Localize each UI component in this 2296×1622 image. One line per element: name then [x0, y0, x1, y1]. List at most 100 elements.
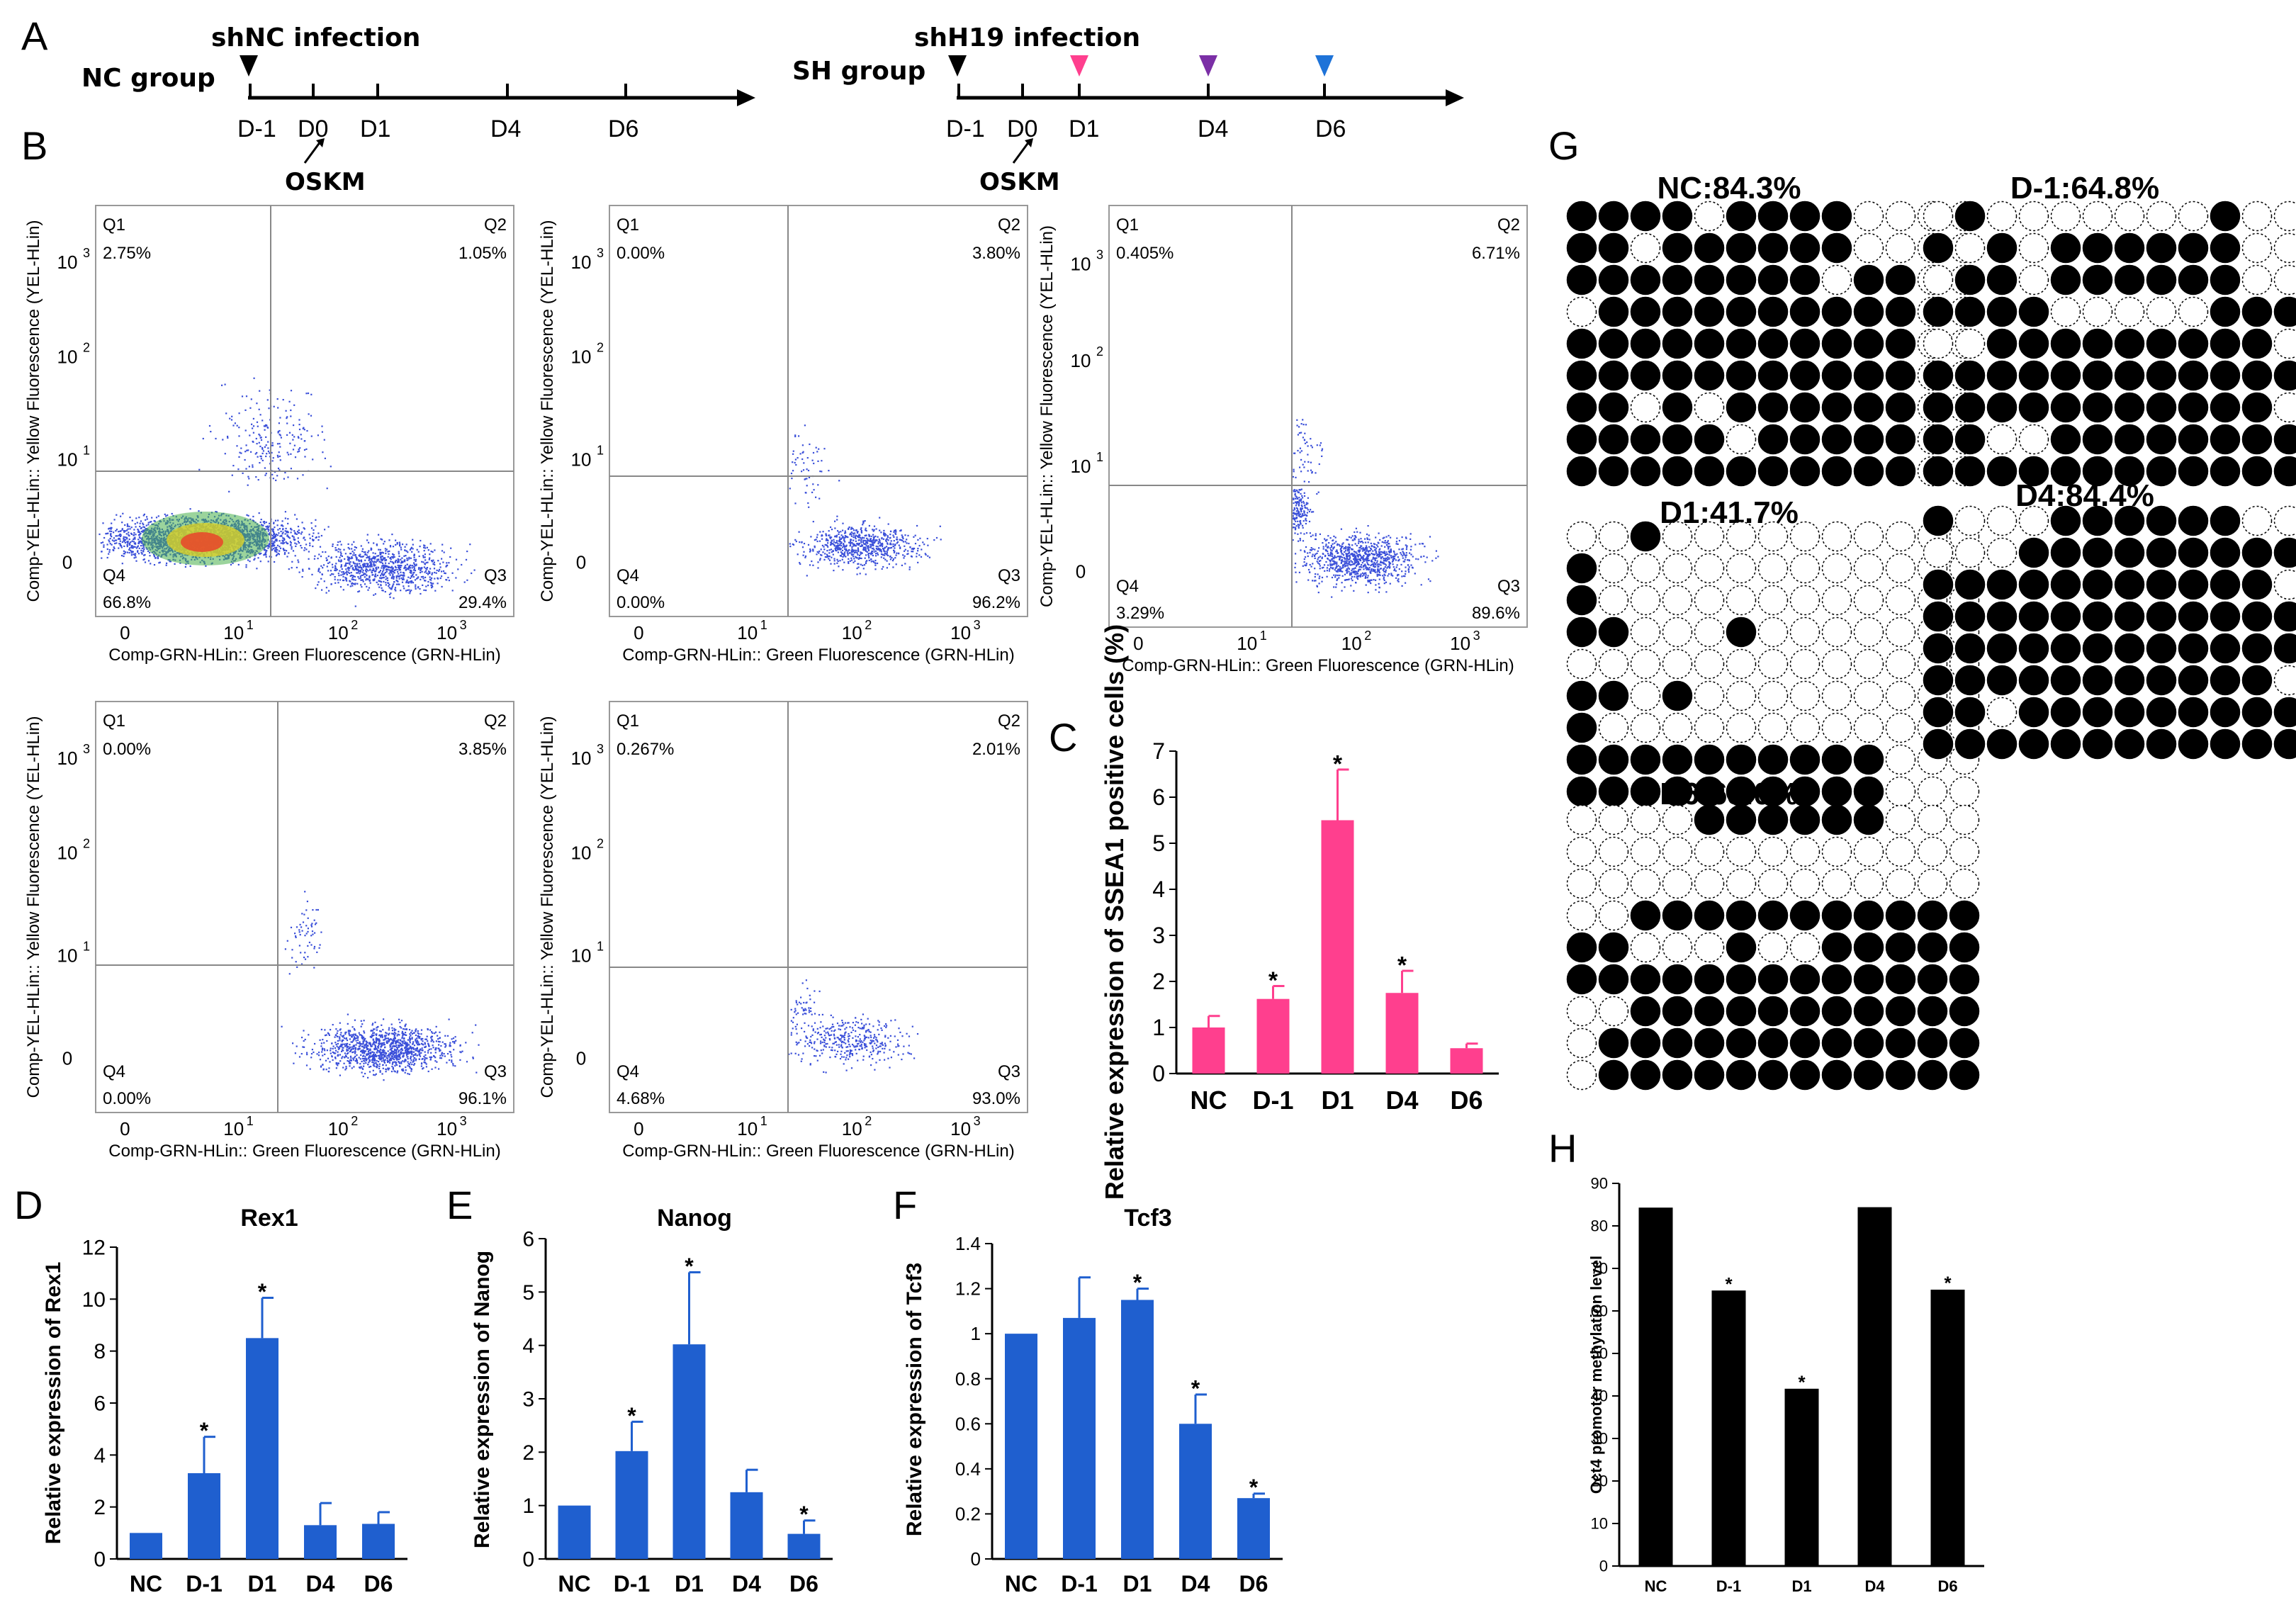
- event-dot: [126, 551, 128, 553]
- event-dot: [429, 572, 431, 574]
- event-dot: [387, 579, 389, 582]
- event-dot: [1357, 570, 1359, 573]
- event-dot: [817, 460, 819, 462]
- event-dot: [840, 534, 843, 536]
- event-dot: [365, 579, 367, 581]
- event-dot: [916, 524, 918, 527]
- event-dot: [345, 578, 347, 580]
- event-dot: [864, 543, 866, 545]
- event-dot: [1406, 546, 1408, 548]
- event-dot: [811, 459, 814, 461]
- x-tick-label: 10: [737, 622, 758, 643]
- event-dot: [120, 545, 123, 547]
- event-dot: [305, 544, 308, 546]
- event-dot: [1421, 543, 1423, 545]
- event-dot: [228, 490, 230, 492]
- event-dot: [904, 541, 906, 543]
- event-dot: [345, 578, 347, 580]
- event-dot: [385, 559, 388, 561]
- event-dot: [273, 522, 275, 524]
- flow-x-axis-label: Comp-GRN-HLin:: Green Fluorescence (GRN-…: [108, 646, 500, 665]
- event-dot: [364, 563, 366, 565]
- event-dot: [833, 539, 835, 541]
- event-dot: [428, 558, 430, 561]
- event-dot: [838, 536, 840, 539]
- event-dot: [296, 531, 299, 533]
- event-dot: [836, 515, 838, 517]
- event-dot: [129, 547, 131, 549]
- event-dot: [258, 552, 260, 554]
- event-dot: [385, 582, 387, 584]
- event-dot: [390, 558, 392, 561]
- event-dot: [435, 572, 437, 574]
- event-dot: [155, 517, 158, 519]
- event-dot: [282, 525, 284, 527]
- quadrant-q4-label: Q4: [103, 566, 125, 585]
- event-dot: [264, 425, 266, 427]
- event-dot: [816, 451, 818, 453]
- event-dot: [867, 545, 870, 547]
- event-dot: [835, 546, 837, 548]
- event-dot: [280, 542, 282, 544]
- event-dot: [421, 570, 423, 573]
- event-dot: [317, 581, 320, 583]
- event-dot: [362, 556, 364, 558]
- event-dot: [121, 529, 123, 531]
- event-dot: [808, 506, 810, 508]
- event-dot: [840, 548, 842, 550]
- event-dot: [224, 453, 226, 455]
- event-dot: [293, 530, 296, 532]
- event-dot: [1374, 558, 1376, 561]
- event-dot: [351, 565, 353, 567]
- event-dot: [894, 529, 896, 531]
- event-dot: [1364, 577, 1366, 579]
- event-dot: [126, 544, 128, 546]
- timeline-nc: NC group shNC infection D-1 D0 D1 D4 D6 …: [81, 23, 755, 196]
- event-dot: [386, 570, 388, 573]
- event-dot: [1358, 568, 1361, 570]
- event-dot: [469, 544, 471, 546]
- event-dot: [843, 539, 845, 541]
- event-dot: [1405, 552, 1407, 554]
- event-dot: [825, 539, 827, 541]
- event-dot: [113, 531, 115, 534]
- event-dot: [381, 587, 383, 589]
- event-dot: [416, 548, 418, 551]
- event-dot: [147, 550, 150, 552]
- event-dot: [423, 566, 425, 568]
- event-dot: [1397, 578, 1400, 580]
- event-dot: [902, 541, 904, 543]
- event-dot: [845, 548, 848, 551]
- event-dot: [1317, 558, 1319, 561]
- event-dot: [852, 532, 854, 534]
- event-dot: [392, 546, 395, 548]
- event-dot: [291, 529, 293, 531]
- event-dot: [847, 550, 849, 552]
- event-dot: [245, 468, 247, 470]
- event-dot: [419, 588, 421, 590]
- event-dot: [119, 544, 121, 547]
- event-dot: [107, 532, 109, 534]
- event-dot: [898, 544, 900, 546]
- event-dot: [908, 568, 911, 570]
- event-dot: [1378, 582, 1380, 585]
- event-dot: [281, 539, 283, 541]
- event-dot: [828, 534, 830, 536]
- event-dot: [366, 557, 368, 559]
- event-dot: [290, 542, 292, 544]
- event-dot: [398, 561, 400, 563]
- event-dot: [244, 451, 247, 453]
- event-dot: [1383, 563, 1385, 565]
- event-dot: [886, 546, 888, 548]
- event-dot: [899, 530, 901, 532]
- event-dot: [382, 570, 384, 573]
- event-dot: [124, 536, 126, 539]
- event-dot: [824, 544, 826, 546]
- event-dot: [313, 558, 315, 560]
- event-dot: [894, 532, 896, 534]
- event-dot: [302, 568, 304, 570]
- event-dot: [1356, 552, 1358, 554]
- event-dot: [106, 556, 108, 559]
- event-dot: [111, 536, 113, 538]
- event-dot: [278, 451, 280, 454]
